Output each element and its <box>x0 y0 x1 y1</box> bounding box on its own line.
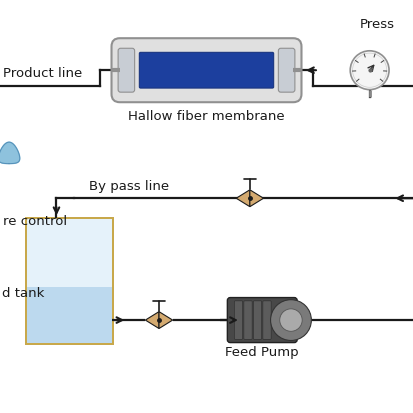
FancyBboxPatch shape <box>244 301 252 339</box>
Circle shape <box>271 300 311 340</box>
Polygon shape <box>250 190 263 206</box>
Polygon shape <box>159 312 173 328</box>
FancyBboxPatch shape <box>139 52 274 88</box>
FancyBboxPatch shape <box>278 48 295 92</box>
Text: Feed Pump: Feed Pump <box>225 346 299 358</box>
Text: By pass line: By pass line <box>89 180 169 193</box>
Circle shape <box>350 51 389 90</box>
Polygon shape <box>0 142 20 164</box>
FancyBboxPatch shape <box>263 301 271 339</box>
Bar <box>25 217 114 345</box>
FancyBboxPatch shape <box>227 297 297 343</box>
Polygon shape <box>236 190 250 206</box>
FancyBboxPatch shape <box>112 38 301 102</box>
Text: re control: re control <box>3 215 67 228</box>
Text: Hallow fiber membrane: Hallow fiber membrane <box>128 110 285 123</box>
Polygon shape <box>145 312 159 328</box>
Text: d tank: d tank <box>2 287 44 300</box>
Text: Press: Press <box>359 17 394 31</box>
Circle shape <box>280 309 302 331</box>
Bar <box>27 219 112 287</box>
Text: Product line: Product line <box>3 67 83 80</box>
FancyBboxPatch shape <box>254 301 262 339</box>
FancyBboxPatch shape <box>235 301 243 339</box>
FancyBboxPatch shape <box>118 48 135 92</box>
Bar <box>27 287 112 343</box>
